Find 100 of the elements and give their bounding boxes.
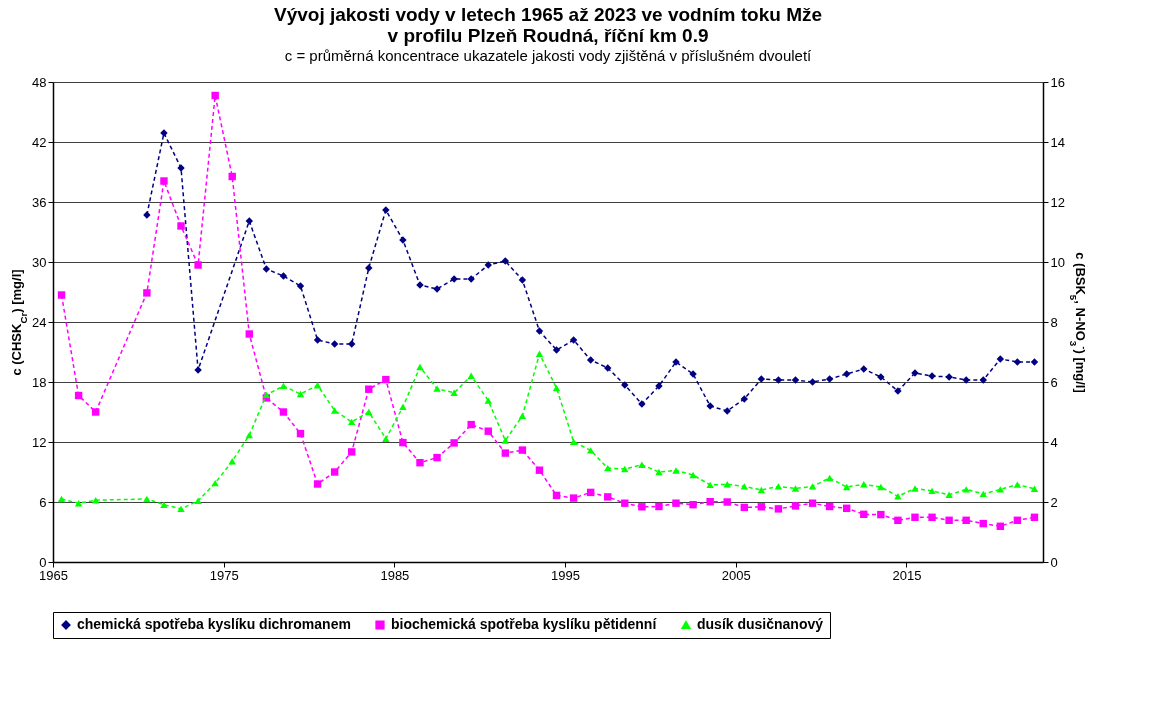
- point: [894, 493, 902, 500]
- point: [723, 498, 731, 506]
- point: [57, 495, 66, 503]
- point: [501, 449, 510, 457]
- point: [313, 382, 322, 389]
- point: [757, 486, 766, 494]
- point: [57, 291, 66, 299]
- y2-tick-label: 10: [1050, 254, 1065, 270]
- point: [416, 363, 424, 371]
- point: [621, 465, 629, 473]
- point: [177, 505, 185, 513]
- point: [877, 483, 885, 491]
- point: [825, 474, 834, 482]
- y2-tick-label: 12: [1050, 194, 1065, 210]
- point: [211, 91, 219, 100]
- point: [655, 502, 663, 511]
- point: [791, 502, 800, 510]
- point: [518, 446, 527, 454]
- point: [279, 272, 288, 280]
- chart-title: Vývoj jakosti vody v letech 1965 až 2023 ve vodním toku Mže v profilu Plzeň Roudná, říční km 0.9: [273, 4, 823, 46]
- point: [399, 438, 407, 447]
- point: [962, 516, 970, 525]
- point: [843, 370, 851, 378]
- point: [262, 265, 271, 273]
- point: [245, 330, 253, 338]
- y-tick-label: 48: [32, 74, 47, 90]
- point: [860, 481, 868, 488]
- y-tick-label: 30: [32, 254, 47, 270]
- point: [979, 490, 987, 498]
- point: [330, 468, 339, 476]
- x-tick-label: 1985: [380, 567, 410, 583]
- point: [91, 496, 100, 504]
- y-tick-label: 12: [32, 434, 47, 450]
- point: [501, 257, 510, 265]
- x-tick-label: 2005: [721, 567, 751, 583]
- y-tick-label: 24: [32, 314, 47, 330]
- point: [689, 500, 697, 509]
- x-tick-label: 1995: [551, 567, 581, 583]
- point: [160, 177, 168, 185]
- point: [1013, 358, 1022, 366]
- x-tick-label: 1965: [39, 567, 68, 583]
- point: [348, 340, 356, 348]
- point: [723, 481, 731, 488]
- point: [586, 356, 595, 364]
- point: [638, 461, 646, 469]
- x-tick-label: 2015: [892, 567, 922, 583]
- y-tick-label: 0: [39, 554, 47, 570]
- point: [638, 503, 646, 511]
- y2-tick-label: 2: [1050, 494, 1058, 510]
- point: [825, 375, 834, 383]
- point: [877, 510, 885, 519]
- y-tick-label: 36: [32, 194, 47, 210]
- legend-label: chemická spotřeba kyslíku dichromanem: [77, 616, 351, 632]
- point: [552, 346, 561, 354]
- point: [365, 408, 373, 416]
- point: [569, 438, 578, 445]
- legend-label: dusík dusičnanový: [697, 616, 824, 632]
- point: [621, 499, 629, 507]
- point: [791, 376, 800, 384]
- point: [433, 453, 441, 462]
- point: [535, 327, 544, 335]
- point: [382, 375, 390, 384]
- y-tick-label: 18: [32, 374, 47, 390]
- point: [706, 481, 714, 489]
- point: [604, 464, 612, 472]
- y2-tick-label: 16: [1050, 74, 1065, 90]
- point: [774, 483, 783, 490]
- legend-label: biochemická spotřeba kyslíku pětidenní: [391, 616, 658, 632]
- point: [945, 491, 953, 499]
- point: [279, 382, 288, 390]
- point: [484, 427, 492, 435]
- point: [740, 483, 748, 490]
- point: [1030, 485, 1039, 493]
- point: [296, 390, 305, 398]
- y2-tick-label: 8: [1050, 314, 1058, 330]
- point: [962, 486, 970, 493]
- point: [433, 385, 441, 392]
- point: [365, 385, 373, 393]
- point: [416, 458, 424, 467]
- point: [894, 516, 902, 525]
- point: [655, 468, 663, 476]
- point: [330, 407, 339, 414]
- x-tick-label: 1975: [209, 567, 239, 583]
- point: [450, 439, 458, 447]
- point: [996, 486, 1005, 493]
- point: [1013, 481, 1022, 488]
- point: [945, 516, 953, 525]
- point: [774, 505, 783, 513]
- point: [808, 378, 817, 386]
- point: [484, 397, 492, 404]
- point: [928, 487, 936, 495]
- point: [399, 403, 407, 411]
- chart-subtitle: c = průměrná koncentrace ukazatele jakosti vody zjištěná v příslušném dvouletí: [284, 47, 813, 64]
- point: [843, 483, 851, 491]
- point: [279, 408, 288, 416]
- point: [569, 336, 578, 344]
- point: [382, 435, 390, 442]
- point: [467, 420, 475, 429]
- point: [928, 513, 936, 522]
- point: [569, 494, 578, 502]
